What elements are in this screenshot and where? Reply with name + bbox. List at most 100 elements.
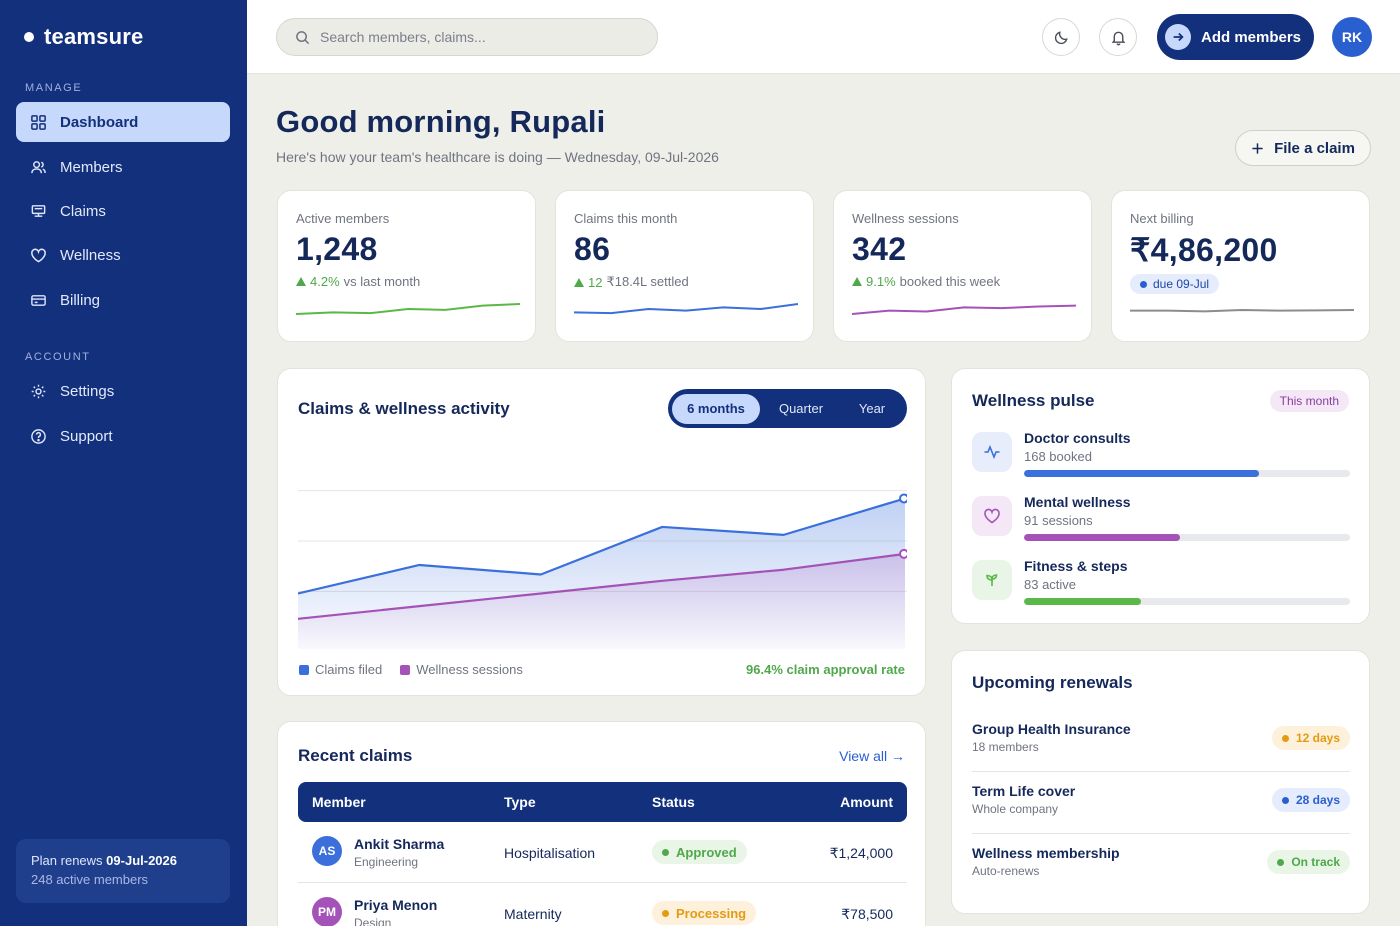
sidebar-item-label: Claims (60, 202, 106, 220)
series-line (298, 552, 906, 620)
range-year[interactable]: Year (858, 401, 886, 416)
activity-chart (298, 490, 907, 649)
view-all-link[interactable]: View all → (839, 748, 905, 764)
renewals-card: Upcoming renewals Group Health Insurance… (951, 650, 1370, 914)
wellness-pulse-card: Wellness pulse This month Doctor consult… (951, 368, 1370, 624)
progress-track (1024, 598, 1350, 605)
sidebar-item-support[interactable]: Support (16, 416, 230, 456)
table-row[interactable]: AS Ankit Sharma Engineering Hospitalisat… (298, 822, 907, 883)
theme-toggle-button[interactable] (1042, 18, 1080, 56)
sidebar-item-label: Settings (60, 382, 115, 400)
table-row[interactable]: PM Priya Menon Design Maternity Processi… (298, 883, 907, 926)
member-name: Priya Menon (354, 897, 438, 913)
stat-label: Next billing (1130, 211, 1194, 226)
range-quarter[interactable]: Quarter (778, 401, 824, 416)
sidebar-item-members[interactable]: Members (16, 147, 230, 187)
sidebar-item-billing[interactable]: Billing (16, 280, 230, 320)
recent-claims-title: Recent claims (298, 746, 413, 765)
claim-amount: ₹78,500 (841, 906, 893, 922)
sidebar-item-settings[interactable]: Settings (16, 371, 230, 411)
search-input[interactable] (320, 29, 640, 45)
sidebar-item-wellness[interactable]: Wellness (16, 235, 230, 275)
sparkline (852, 304, 1076, 315)
stat-delta-text: vs last month (343, 274, 421, 289)
file-claim-label: File a claim (1274, 139, 1355, 157)
users-icon (31, 160, 46, 173)
renewal-badge: 28 days (1271, 788, 1350, 812)
series-endpoint (899, 548, 907, 559)
gear-icon (31, 384, 46, 398)
search-bar[interactable] (276, 18, 658, 56)
series-endpoint (899, 493, 907, 504)
stat-delta-value: 9.1% (866, 274, 896, 289)
plan-renewal-box: Plan renews 09-Jul-2026 248 active membe… (16, 839, 230, 903)
sparkline (1130, 309, 1354, 313)
sidebar-item-label: Dashboard (60, 113, 139, 131)
renewal-badge: 12 days (1271, 726, 1350, 750)
file-claim-button[interactable]: File a claim (1235, 130, 1371, 166)
page-subtitle: Here's how your team's healthcare is doi… (276, 149, 719, 165)
range-selector: 6 months Quarter Year (668, 389, 907, 428)
plan-renewal-prefix: Plan renews (31, 853, 103, 868)
stat-delta-value: 4.2% (310, 274, 340, 289)
plan-renewal-text: Plan renews 09-Jul-2026 (31, 853, 215, 868)
pulse-meta: 83 active (1024, 577, 1077, 592)
list-item[interactable]: Term Life cover Whole company 28 days (972, 772, 1350, 834)
heart-icon (31, 248, 46, 263)
pulse-name: Mental wellness (1024, 494, 1131, 510)
period-badge: This month (1269, 390, 1349, 412)
status-dot-icon (662, 848, 669, 856)
sidebar-item-dashboard[interactable]: Dashboard (16, 102, 230, 142)
stat-delta: 9.1% booked this week (852, 274, 1000, 289)
stat-delta-text: booked this week (899, 274, 1001, 289)
stat-card-wellness: Wellness sessions 342 9.1% booked this w… (833, 190, 1092, 342)
chart-legend: Claims filed Wellness sessions (299, 662, 523, 677)
add-members-label: Add members (1201, 28, 1302, 46)
renewals-title: Upcoming renewals (972, 673, 1133, 692)
pulse-meta: 168 booked (1024, 449, 1092, 464)
list-item[interactable]: Wellness membership Auto-renews On track (972, 834, 1350, 896)
brand-name: teamsure (44, 24, 144, 49)
renewal-meta: 18 members (972, 740, 1039, 754)
activity-title: Claims & wellness activity (298, 399, 510, 418)
progress-track (1024, 534, 1350, 541)
brand-logo[interactable]: teamsure (24, 24, 143, 50)
trend-up-icon (852, 277, 862, 286)
renewal-meta: Whole company (972, 802, 1059, 816)
user-avatar[interactable]: RK (1332, 17, 1372, 57)
sidebar-item-claims[interactable]: Claims (16, 191, 230, 231)
series-line (298, 497, 906, 595)
member-name: Ankit Sharma (354, 836, 445, 852)
pulse-meta: 91 sessions (1024, 513, 1093, 528)
moon-icon (1054, 30, 1068, 44)
column-header-member[interactable]: Member (312, 794, 366, 810)
stat-label: Active members (296, 211, 390, 226)
pulse-item-mental: Mental wellness 91 sessions (972, 494, 1352, 550)
plus-icon (1252, 142, 1263, 154)
add-members-button[interactable]: Add members (1157, 14, 1314, 60)
grid-icon (31, 114, 46, 130)
status-dot-icon (1277, 858, 1285, 866)
plan-renewal-date: 09-Jul-2026 (106, 853, 177, 868)
claim-amount: ₹1,24,000 (829, 845, 893, 861)
status-dot-icon (662, 909, 669, 917)
sparkline (296, 303, 520, 315)
receipt-icon (31, 204, 46, 217)
sparkline-series (296, 303, 520, 315)
stat-delta: 12 ₹18.4L settled (574, 274, 689, 290)
status-dot-icon (1281, 734, 1289, 742)
list-item[interactable]: Group Health Insurance 18 members 12 day… (972, 710, 1350, 772)
renewal-badge-text: On track (1291, 855, 1340, 869)
column-header-status[interactable]: Status (652, 794, 695, 810)
stat-value: 342 (852, 231, 907, 267)
notifications-button[interactable] (1099, 18, 1137, 56)
column-header-type[interactable]: Type (504, 794, 536, 810)
activity-card: Claims & wellness activity 6 months Quar… (277, 368, 926, 696)
activity-icon (972, 432, 1012, 472)
column-header-amount[interactable]: Amount (840, 794, 893, 810)
stat-card-active-members: Active members 1,248 4.2% vs last month (277, 190, 536, 342)
renewal-name: Group Health Insurance (972, 721, 1131, 737)
recent-claims-card: Recent claims View all → Member Type Sta… (277, 721, 926, 926)
range-6-months[interactable]: 6 months (672, 393, 760, 424)
claims-table-header: Member Type Status Amount (298, 782, 907, 822)
